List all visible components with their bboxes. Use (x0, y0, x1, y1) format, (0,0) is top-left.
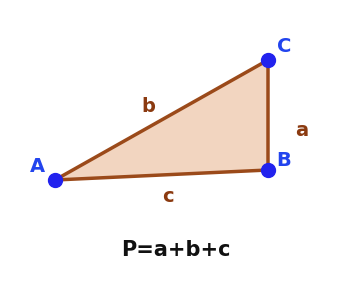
Text: C: C (277, 37, 291, 56)
Text: b: b (141, 96, 155, 115)
Text: P=a+b+c: P=a+b+c (121, 240, 231, 260)
Text: c: c (162, 187, 174, 206)
Text: B: B (277, 151, 291, 170)
Text: a: a (295, 120, 309, 139)
Text: A: A (30, 156, 45, 175)
Polygon shape (55, 60, 268, 180)
